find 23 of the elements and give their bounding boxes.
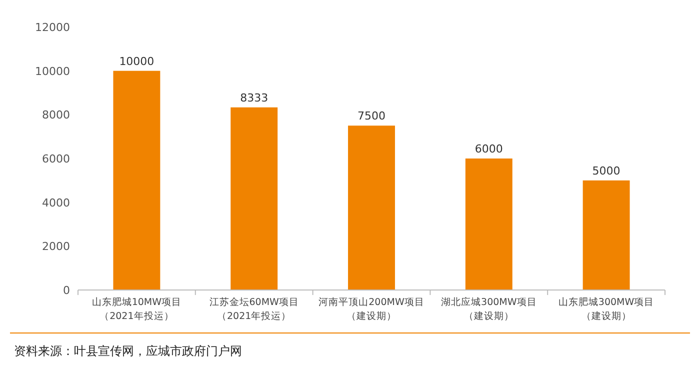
bar — [230, 107, 278, 290]
y-tick-label: 6000 — [42, 152, 70, 166]
x-tick-label: 山东肥城10MW项目（2021年投运） — [92, 296, 182, 322]
y-tick-label: 8000 — [42, 108, 70, 122]
bar — [582, 180, 630, 290]
x-tick-label: 江苏金坛60MW项目（2021年投运） — [209, 296, 299, 322]
y-tick-label: 10000 — [35, 64, 70, 78]
y-tick-label: 0 — [63, 284, 70, 297]
x-tick-label: 湖北应城300MW项目（建设期） — [441, 296, 537, 322]
data-label: 5000 — [592, 164, 620, 178]
x-tick-label: 山东肥城300MW项目（建设期） — [558, 296, 654, 322]
text: 资料来源：叶县宣传网，应城市政府门户网 — [14, 344, 242, 358]
y-tick-label: 12000 — [35, 21, 70, 34]
data-label: 6000 — [474, 142, 503, 156]
y-tick-label: 2000 — [42, 240, 70, 254]
bar — [113, 70, 160, 290]
data-label: 8333 — [240, 91, 268, 104]
data-label: 7500 — [358, 110, 386, 123]
y-tick-label: 4000 — [42, 196, 70, 210]
bar — [348, 126, 395, 290]
x-tick-label: 河南平顶山200MW项目（建设期） — [318, 296, 424, 322]
bar — [465, 158, 512, 290]
data-label: 10000 — [119, 54, 154, 68]
